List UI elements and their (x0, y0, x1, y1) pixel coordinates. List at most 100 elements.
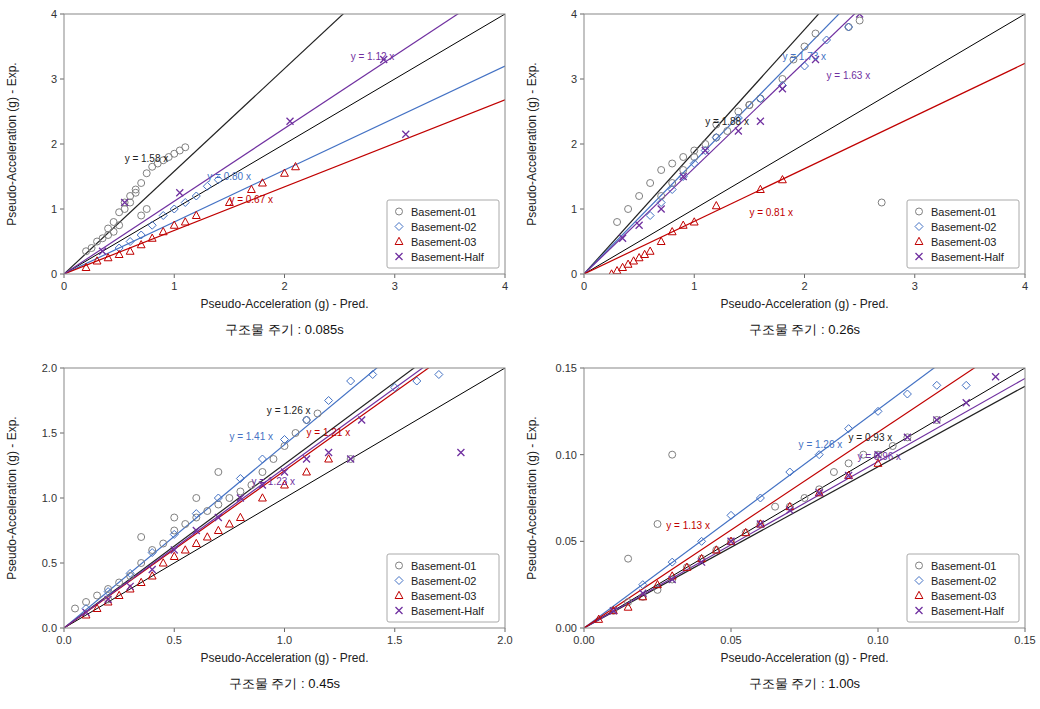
legend-box (387, 554, 499, 622)
x-tick-label: 4 (1022, 280, 1028, 292)
point (962, 381, 970, 389)
point (214, 494, 222, 502)
point (176, 189, 183, 196)
point (786, 502, 794, 509)
x-tick-label: 3 (392, 280, 398, 292)
fit-label: y = 1.41 x (229, 431, 273, 442)
x-tick-label: 2 (801, 280, 807, 292)
point (237, 488, 244, 495)
panel: 0123401234y = 1.58 xy = 0.80 xy = 0.67 x… (5, 0, 508, 337)
x-tick-label: 0 (61, 280, 67, 292)
point (614, 219, 621, 226)
fit-label: y = 1.63 x (827, 70, 871, 81)
point (746, 102, 753, 109)
point (619, 235, 626, 242)
identity-line (584, 368, 1025, 628)
legend-label: Basement-Half (931, 605, 1005, 617)
point (391, 384, 399, 392)
point (303, 417, 310, 424)
series (82, 455, 332, 618)
point (236, 475, 244, 483)
legend-label: Basement-Half (411, 251, 485, 263)
fit-label: y = 1.21 x (307, 427, 351, 438)
point (358, 417, 365, 424)
point (712, 134, 720, 142)
point (801, 495, 808, 502)
point (181, 546, 189, 553)
point (258, 455, 266, 463)
fit-label: y = 1.13 x (666, 520, 710, 531)
point (636, 222, 643, 229)
point (148, 221, 156, 229)
point (933, 381, 941, 389)
y-tick-label: 0.15 (556, 362, 577, 374)
legend-marker (396, 208, 403, 215)
y-tick-label: 3 (51, 73, 57, 85)
identity-line (584, 14, 1025, 274)
point (933, 417, 940, 424)
point (214, 526, 222, 533)
y-tick (580, 454, 584, 455)
point (690, 160, 698, 168)
fit-line (584, 368, 1025, 628)
point (625, 206, 632, 213)
legend-marker (915, 591, 923, 598)
legend: Basement-01Basement-02Basement-03Basemen… (387, 554, 499, 622)
y-tick-label: 0.00 (556, 622, 577, 634)
point (126, 569, 134, 577)
point (845, 24, 852, 31)
panel-title: 구조물 주기 : 0.26s (749, 322, 861, 337)
x-tick (878, 628, 879, 632)
point (683, 564, 690, 571)
point (192, 211, 200, 218)
legend-label: Basement-02 (931, 575, 996, 587)
point (127, 573, 134, 580)
point (325, 449, 332, 456)
fit-line (584, 368, 1025, 628)
point (121, 199, 128, 206)
point (856, 14, 863, 18)
series (610, 417, 940, 615)
point (369, 371, 377, 379)
plot-data (64, 14, 505, 274)
point (845, 471, 853, 478)
point (143, 170, 150, 177)
point (181, 218, 189, 225)
plot-background (584, 14, 1025, 274)
point (138, 212, 145, 219)
point (812, 30, 819, 37)
point (757, 521, 764, 528)
point (105, 596, 112, 603)
point (680, 173, 687, 180)
point (259, 179, 267, 186)
x-tick (1025, 628, 1026, 632)
point (657, 237, 665, 244)
point (701, 147, 709, 155)
point (93, 604, 101, 611)
point (457, 449, 464, 456)
legend-box (907, 200, 1019, 268)
point (83, 609, 90, 616)
point (646, 212, 654, 220)
point (786, 507, 793, 514)
y-tick (60, 274, 64, 275)
legend-marker (395, 577, 403, 585)
series (646, 23, 852, 220)
x-tick-label: 0.0 (56, 634, 71, 646)
point (639, 581, 647, 589)
point (203, 182, 211, 190)
point (435, 371, 443, 379)
panel-title: 구조물 주기 : 1.00s (749, 676, 861, 691)
point (137, 241, 145, 248)
legend: Basement-01Basement-02Basement-03Basemen… (387, 200, 499, 268)
point (72, 605, 79, 612)
point (610, 607, 617, 614)
point (735, 128, 742, 135)
point (698, 559, 705, 566)
series (614, 17, 886, 226)
point (115, 591, 123, 598)
fit-line (64, 14, 505, 274)
point (192, 539, 200, 546)
plot-background (64, 368, 505, 628)
y-axis-label: Pseudo-Acceleration (g) - Exp. (525, 62, 539, 225)
